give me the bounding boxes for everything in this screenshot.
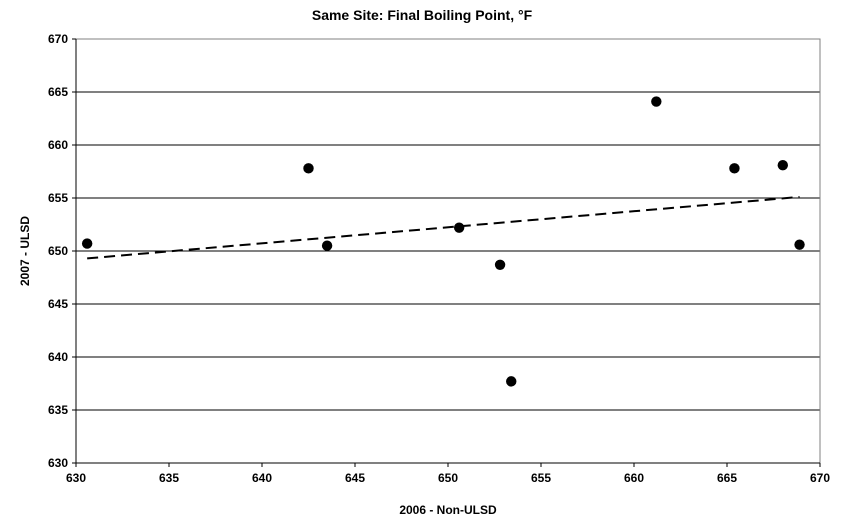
- trendline-group: [87, 195, 800, 260]
- data-point-1: [81, 238, 93, 249]
- x-tick-label-670: 670: [810, 471, 830, 485]
- y-tick-label-660: 660: [48, 138, 68, 152]
- gridlines: [76, 91, 820, 411]
- data-point-2: [303, 163, 314, 174]
- x-tick-label-645: 645: [345, 471, 365, 485]
- data-point-8: [729, 163, 740, 174]
- data-point-5: [494, 259, 506, 270]
- y-ticks: 630 635 640 645 650 655 660 665 670: [48, 32, 76, 470]
- data-point-6: [506, 376, 517, 387]
- y-tick-label-665: 665: [48, 85, 68, 99]
- x-tick-label-655: 655: [531, 471, 551, 485]
- data-point-9: [777, 159, 788, 171]
- y-tick-label-645: 645: [48, 297, 68, 311]
- x-tick-label-635: 635: [159, 471, 179, 485]
- y-axis-label: 2007 - ULSD: [18, 216, 32, 286]
- x-tick-label-650: 650: [438, 471, 458, 485]
- x-tick-label-630: 630: [66, 471, 86, 485]
- y-tick-label-640: 640: [48, 350, 68, 364]
- data-point-7: [651, 96, 662, 107]
- x-ticks: 630 635 640 645 650 655 660 665 670: [66, 463, 830, 485]
- y-tick-label-635: 635: [48, 403, 68, 417]
- y-tick-label-650: 650: [48, 244, 68, 258]
- chart-title: Same Site: Final Boiling Point, °F: [312, 7, 533, 23]
- x-tick-label-660: 660: [624, 471, 644, 485]
- data-point-4: [453, 222, 465, 233]
- y-tick-label-630: 630: [48, 456, 68, 470]
- y-tick-label-655: 655: [48, 191, 68, 205]
- y-tick-label-670: 670: [48, 32, 68, 46]
- x-tick-label-665: 665: [717, 471, 737, 485]
- trendline: [87, 195, 800, 260]
- data-point-10: [794, 239, 805, 250]
- data-points: [81, 96, 805, 387]
- data-point-3: [321, 240, 333, 251]
- x-tick-label-640: 640: [252, 471, 272, 485]
- x-axis-label: 2006 - Non-ULSD: [399, 503, 497, 517]
